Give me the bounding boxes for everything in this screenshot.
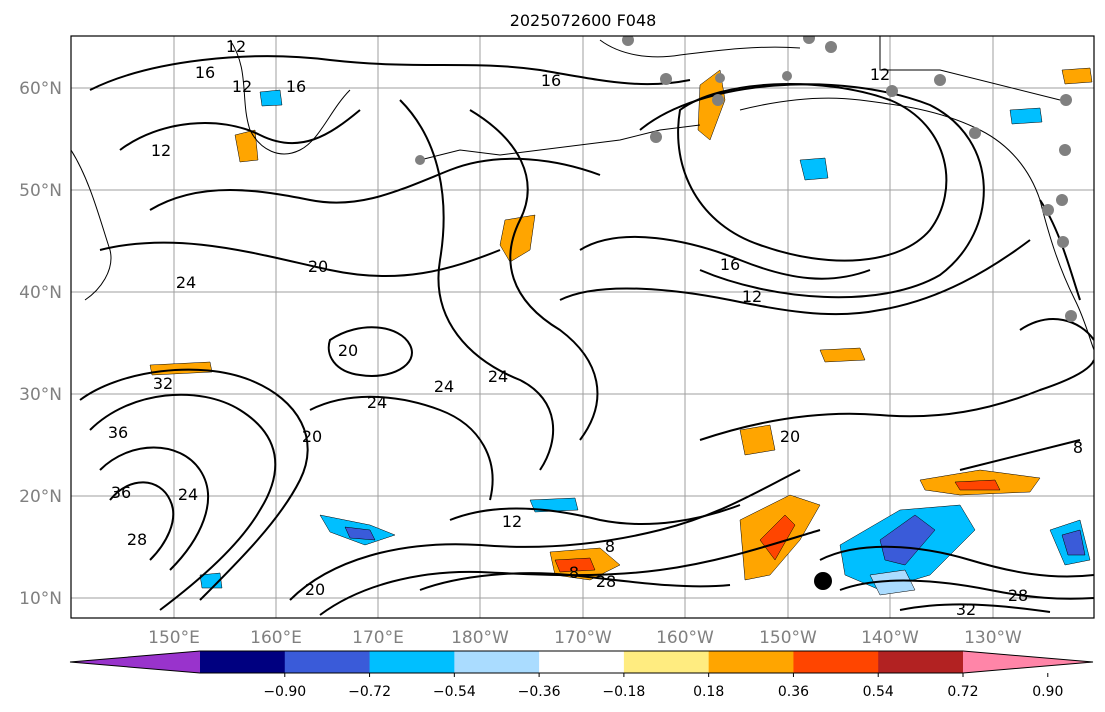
colorbar-tick-label: 0.36 bbox=[778, 684, 809, 700]
colorbar-segment bbox=[284, 651, 371, 673]
lat-label: 30°N bbox=[19, 385, 62, 405]
contour-label: 12 bbox=[742, 287, 762, 306]
shade-red-east bbox=[954, 479, 1001, 491]
shade-darkblue-patch bbox=[879, 514, 936, 566]
colorbar-tick-label: −0.36 bbox=[518, 684, 561, 700]
colorbar-segment bbox=[539, 651, 625, 673]
contour-label: 20 bbox=[302, 427, 322, 446]
contour-label: 16 bbox=[720, 255, 740, 274]
colorbar: −0.90 −0.72 −0.54 −0.36 −0.18 0.18 0.36 0.54 0.7… bbox=[69, 650, 1094, 700]
colorbar-segment bbox=[708, 651, 794, 673]
contour-label: 32 bbox=[956, 600, 976, 619]
lon-label: 160°W bbox=[656, 628, 714, 648]
map-frame bbox=[70, 35, 1095, 619]
colorbar-segment bbox=[369, 651, 455, 673]
colorbar-segment bbox=[878, 651, 964, 673]
map-panel: 12 16 12 16 12 20 24 20 24 24 24 16 12 3… bbox=[70, 35, 1095, 619]
contour-label: 12 bbox=[232, 77, 252, 96]
shade-orange-mid3 bbox=[739, 424, 776, 456]
shade-orange-mid7 bbox=[1061, 67, 1093, 85]
contour-label: 8 bbox=[605, 537, 615, 556]
contour-label: 12 bbox=[870, 65, 890, 84]
shade-lightblue-patch bbox=[869, 569, 916, 596]
colorbar-tick-label: −0.72 bbox=[348, 684, 391, 700]
lon-label: 160°E bbox=[250, 628, 302, 648]
lat-label: 40°N bbox=[19, 283, 62, 303]
contour-label: 16 bbox=[195, 63, 215, 82]
contour-label: 28 bbox=[1008, 586, 1028, 605]
contour-label: 12 bbox=[226, 37, 246, 56]
lat-axis: 10°N 20°N 30°N 40°N 50°N 60°N bbox=[19, 79, 62, 609]
lon-label: 150°E bbox=[148, 628, 200, 648]
shade-orange-mid4 bbox=[234, 129, 259, 163]
colorbar-tick-label: 0.18 bbox=[693, 684, 724, 700]
lon-label: 140°W bbox=[861, 628, 919, 648]
colorbar-tick-label: 0.72 bbox=[947, 684, 978, 700]
contour-label: 36 bbox=[108, 423, 128, 442]
lat-label: 10°N bbox=[19, 589, 62, 609]
shaded-field bbox=[149, 67, 1093, 596]
colorbar-segment bbox=[793, 651, 879, 673]
contour-label: 24 bbox=[178, 485, 198, 504]
lon-label: 150°W bbox=[759, 628, 817, 648]
shade-red-south bbox=[554, 557, 596, 573]
lon-label: 180°W bbox=[451, 628, 509, 648]
shade-blue-mid1 bbox=[799, 157, 829, 181]
colorbar-extend-low bbox=[70, 651, 200, 673]
coastlines bbox=[71, 36, 1094, 351]
lon-label: 170°W bbox=[554, 628, 612, 648]
contour-label: 12 bbox=[502, 512, 522, 531]
colorbar-segment bbox=[200, 651, 286, 673]
contour-label: 24 bbox=[176, 273, 196, 292]
colorbar-tick-label: 0.54 bbox=[863, 684, 894, 700]
lat-label: 50°N bbox=[19, 181, 62, 201]
shade-red-patch bbox=[759, 514, 796, 561]
contour-label: 24 bbox=[367, 393, 387, 412]
gridlines bbox=[71, 36, 1094, 618]
contour-label: 8 bbox=[1073, 438, 1083, 457]
lat-label: 60°N bbox=[19, 79, 62, 99]
contour-label: 20 bbox=[305, 580, 325, 599]
contour-label: 8 bbox=[569, 563, 579, 582]
storm-marker bbox=[814, 572, 832, 590]
contour-label: 20 bbox=[338, 341, 358, 360]
contour-label: 16 bbox=[541, 71, 561, 90]
shade-orange-mid1 bbox=[499, 214, 536, 263]
map-title: 2025072600 F048 bbox=[510, 11, 657, 30]
contour-label: 24 bbox=[434, 377, 454, 396]
contour-label: 12 bbox=[151, 141, 171, 160]
colorbar-segment bbox=[623, 651, 710, 673]
shade-orange-mid6 bbox=[819, 347, 866, 363]
colorbar-tick-label: −0.18 bbox=[602, 684, 645, 700]
contour-label: 16 bbox=[286, 77, 306, 96]
station-markers bbox=[415, 36, 1077, 322]
lon-axis: 150°E 160°E 170°E 180°W 170°W 160°W 150°… bbox=[148, 628, 1022, 648]
colorbar-extend-high bbox=[963, 651, 1093, 673]
shade-darkblue-east bbox=[1061, 529, 1086, 556]
contour-lines bbox=[79, 55, 1094, 616]
shade-blue-mid5 bbox=[1009, 107, 1043, 125]
contour-label: 28 bbox=[127, 530, 147, 549]
colorbar-tick-label: −0.54 bbox=[433, 684, 476, 700]
contour-label: 20 bbox=[780, 427, 800, 446]
shade-darkblue-west bbox=[344, 526, 376, 541]
contour-label: 28 bbox=[596, 572, 616, 591]
shade-orange-mid2 bbox=[697, 69, 726, 141]
shade-blue-mid3 bbox=[529, 497, 579, 513]
colorbar-segment bbox=[454, 651, 540, 673]
colorbar-tick-label: −0.90 bbox=[263, 684, 306, 700]
lat-label: 20°N bbox=[19, 487, 62, 507]
contour-label-layer: 12 16 12 16 12 20 24 20 24 24 24 16 12 3… bbox=[108, 37, 1083, 619]
colorbar-outline bbox=[69, 650, 1094, 674]
shade-blue-mid2 bbox=[259, 89, 283, 107]
contour-label: 20 bbox=[308, 257, 328, 276]
contour-label: 24 bbox=[488, 367, 508, 386]
colorbar-tick-label: 0.90 bbox=[1032, 684, 1063, 700]
contour-label: 32 bbox=[153, 374, 173, 393]
lon-label: 130°W bbox=[964, 628, 1022, 648]
lon-label: 170°E bbox=[352, 628, 404, 648]
contour-label: 36 bbox=[111, 483, 131, 502]
